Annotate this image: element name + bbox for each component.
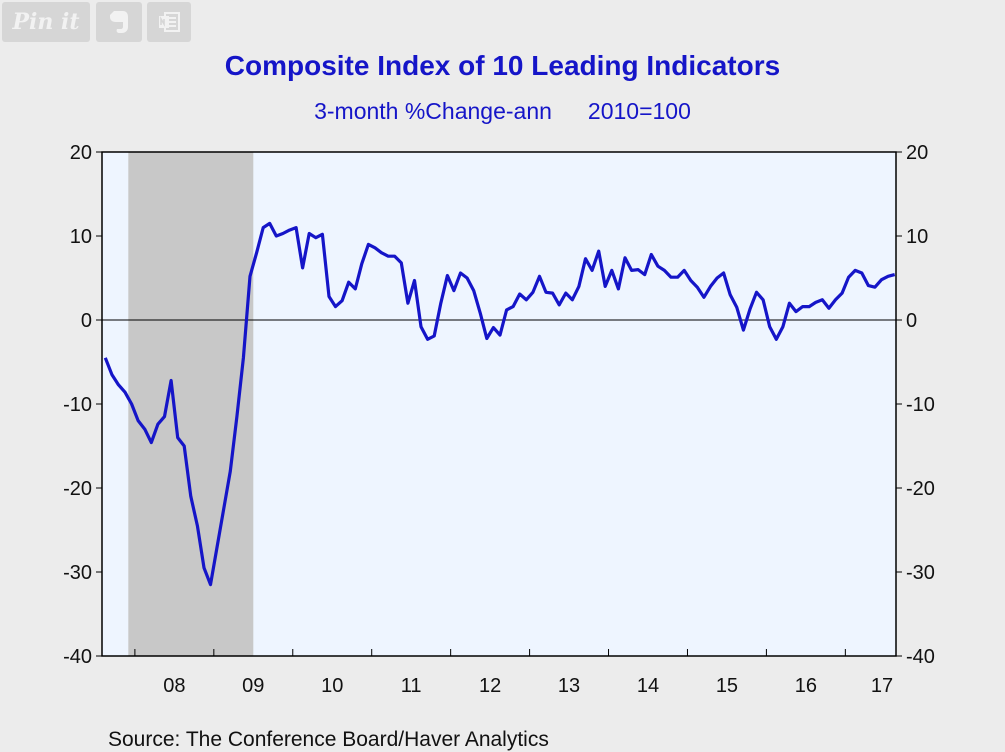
subtitle-measure: 3-month %Change-ann [314,98,552,124]
y-tick-label-left: -30 [63,562,92,584]
recession-band [128,152,254,656]
plot-frame [101,151,897,657]
x-tick-label: 14 [637,675,659,697]
x-tick-label: 11 [401,675,422,697]
y-tick-label-left: -10 [63,394,92,416]
y-tick-label-right: -20 [906,478,935,500]
x-tick-label: 09 [242,675,264,697]
x-tick-label: 08 [163,675,185,697]
pinterest-pin-button[interactable]: Pin it [2,2,90,42]
y-tick-label-right: -10 [906,394,935,416]
x-tick-label: 13 [558,675,580,697]
evernote-icon [110,11,128,33]
evernote-button[interactable] [96,2,142,42]
onenote-button[interactable] [147,2,191,42]
x-tick-label: 15 [716,675,738,697]
y-tick-label-left: -40 [63,646,92,668]
chart-title: Composite Index of 10 Leading Indicators [224,50,781,81]
y-tick-label-right: 0 [906,310,917,332]
y-tick-label-right: -40 [906,646,935,668]
subtitle-base: 2010=100 [587,98,691,124]
series-line [103,221,896,587]
y-tick-label-left: -20 [63,478,92,500]
y-tick-label-left: 20 [70,142,92,164]
pin-it-label: Pin it [12,9,80,35]
x-tick-label: 10 [321,675,343,697]
source-note: Source: The Conference Board/Haver Analy… [108,728,549,751]
x-tick-label: 17 [871,675,893,697]
x-tick-label: 12 [479,675,501,697]
y-tick-label-right: 20 [906,142,928,164]
y-tick-label-right: -30 [906,562,935,584]
y-tick-label-right: 10 [906,226,928,248]
y-tick-label-left: 0 [81,310,92,332]
y-tick-label-left: 10 [70,226,92,248]
onenote-icon [159,12,180,32]
chart-subtitle: 3-month %Change-ann 2010=100 [0,98,1005,125]
x-tick-label: 16 [795,675,817,697]
